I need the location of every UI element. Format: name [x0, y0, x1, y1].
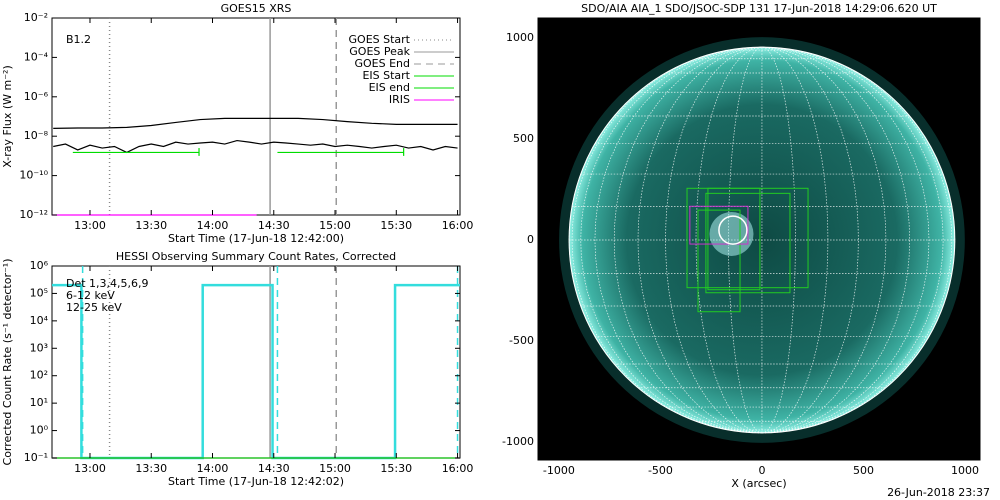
- y-tick-label: 10⁻¹²: [19, 208, 48, 221]
- x-tick-label: 500: [853, 464, 874, 477]
- x-tick-label: 0: [758, 464, 765, 477]
- x-tick-label: 13:00: [74, 219, 106, 232]
- legend-label: 6-12 keV: [66, 289, 115, 302]
- y-tick-label: -1000: [502, 435, 534, 448]
- fov-box: [689, 205, 749, 245]
- legend-label: GOES Start: [349, 33, 411, 46]
- y-tick-label: 10⁻²: [24, 11, 48, 24]
- y-tick-label: 0: [527, 233, 534, 246]
- fov-box: [697, 209, 741, 313]
- x-tick-label: 16:00: [442, 462, 474, 475]
- legend-label: IRIS: [389, 93, 410, 106]
- x-tick-label: 16:00: [442, 219, 474, 232]
- y-tick-label: 500: [513, 132, 534, 145]
- y-tick-label: 10⁻¹⁰: [19, 169, 48, 182]
- plot-frame: [51, 17, 461, 216]
- y-axis-label: X-ray Flux (W m⁻²): [1, 65, 14, 167]
- y-tick-label: 10⁰: [30, 424, 49, 437]
- y-tick-label: 10⁻⁴: [24, 50, 49, 63]
- flare-location: [718, 215, 748, 245]
- footer: 26-Jun-2018 23:37: [887, 486, 990, 499]
- x-tick-label: -1000: [543, 464, 575, 477]
- eis-label: EIS FOV: [552, 401, 595, 414]
- fov-box: [707, 187, 761, 291]
- x-tick-label: 14:00: [197, 462, 229, 475]
- x-tick-label: 14:00: [197, 219, 229, 232]
- chart-title: SDO/AIA AIA_1 SDO/JSOC-SDP 131 17-Jun-20…: [581, 2, 937, 15]
- legend-label: 12-25 keV: [66, 301, 122, 314]
- y-tick-label: 10⁵: [30, 286, 48, 299]
- x-axis-label: Start Time (17-Jun-18 12:42:02): [168, 475, 344, 488]
- longitude-line: [761, 46, 930, 434]
- x-tick-label: 15:30: [380, 462, 412, 475]
- y-tick-label: 10³: [30, 341, 48, 354]
- fov-box: [705, 192, 791, 294]
- x-axis-label: X (arcsec): [731, 477, 786, 490]
- series-line: [53, 139, 458, 154]
- x-tick-label: 13:00: [74, 462, 106, 475]
- x-tick-label: 15:00: [319, 462, 351, 475]
- y-tick-label: 10⁶: [30, 259, 49, 272]
- y-tick-label: 10⁴: [30, 314, 49, 327]
- chart-title: GOES15 XRS: [221, 2, 292, 15]
- x-tick-label: 14:30: [258, 219, 290, 232]
- plot-frame: [51, 265, 461, 459]
- legend-label: EIS end: [369, 81, 410, 94]
- x-tick-label: 13:30: [135, 219, 167, 232]
- legend-label: Det 1,3,4,5,6,9: [66, 277, 149, 290]
- x-tick-label: -500: [648, 464, 673, 477]
- legend-label: GOES Peak: [349, 45, 410, 58]
- x-tick-label: 15:00: [319, 219, 351, 232]
- y-tick-label: -500: [509, 334, 534, 347]
- y-tick-label: 10⁻⁸: [24, 129, 49, 142]
- y-tick-label: 10²: [30, 369, 48, 382]
- x-tick-label: 13:30: [135, 462, 167, 475]
- annotation: B1.2: [66, 33, 91, 46]
- y-tick-label: 10⁻⁶: [24, 90, 49, 103]
- x-tick-label: 1000: [951, 464, 979, 477]
- x-tick-label: 14:30: [258, 462, 290, 475]
- longitude-line: [761, 46, 953, 434]
- series-line: [52, 283, 460, 460]
- y-tick-label: 10⁻¹: [24, 451, 48, 464]
- limb: [568, 46, 956, 434]
- chart-title: HESSI Observing Summary Count Rates, Cor…: [116, 250, 396, 263]
- y-tick-label: 1000: [506, 31, 534, 44]
- legend-label: EIS Start: [362, 69, 410, 82]
- longitude-line: [580, 46, 762, 434]
- iris-label: IRIS FOV: [552, 431, 599, 444]
- x-tick-label: 15:30: [380, 219, 412, 232]
- x-axis-label: Start Time (17-Jun-18 12:42:00): [168, 232, 344, 245]
- y-tick-label: 10¹: [30, 396, 48, 409]
- y-axis-label: Corrected Count Rate (s⁻¹ detector⁻¹): [1, 259, 14, 466]
- legend-label: GOES End: [354, 57, 410, 70]
- flare-label: O AIA flare location: [554, 33, 660, 46]
- series-line: [53, 117, 458, 129]
